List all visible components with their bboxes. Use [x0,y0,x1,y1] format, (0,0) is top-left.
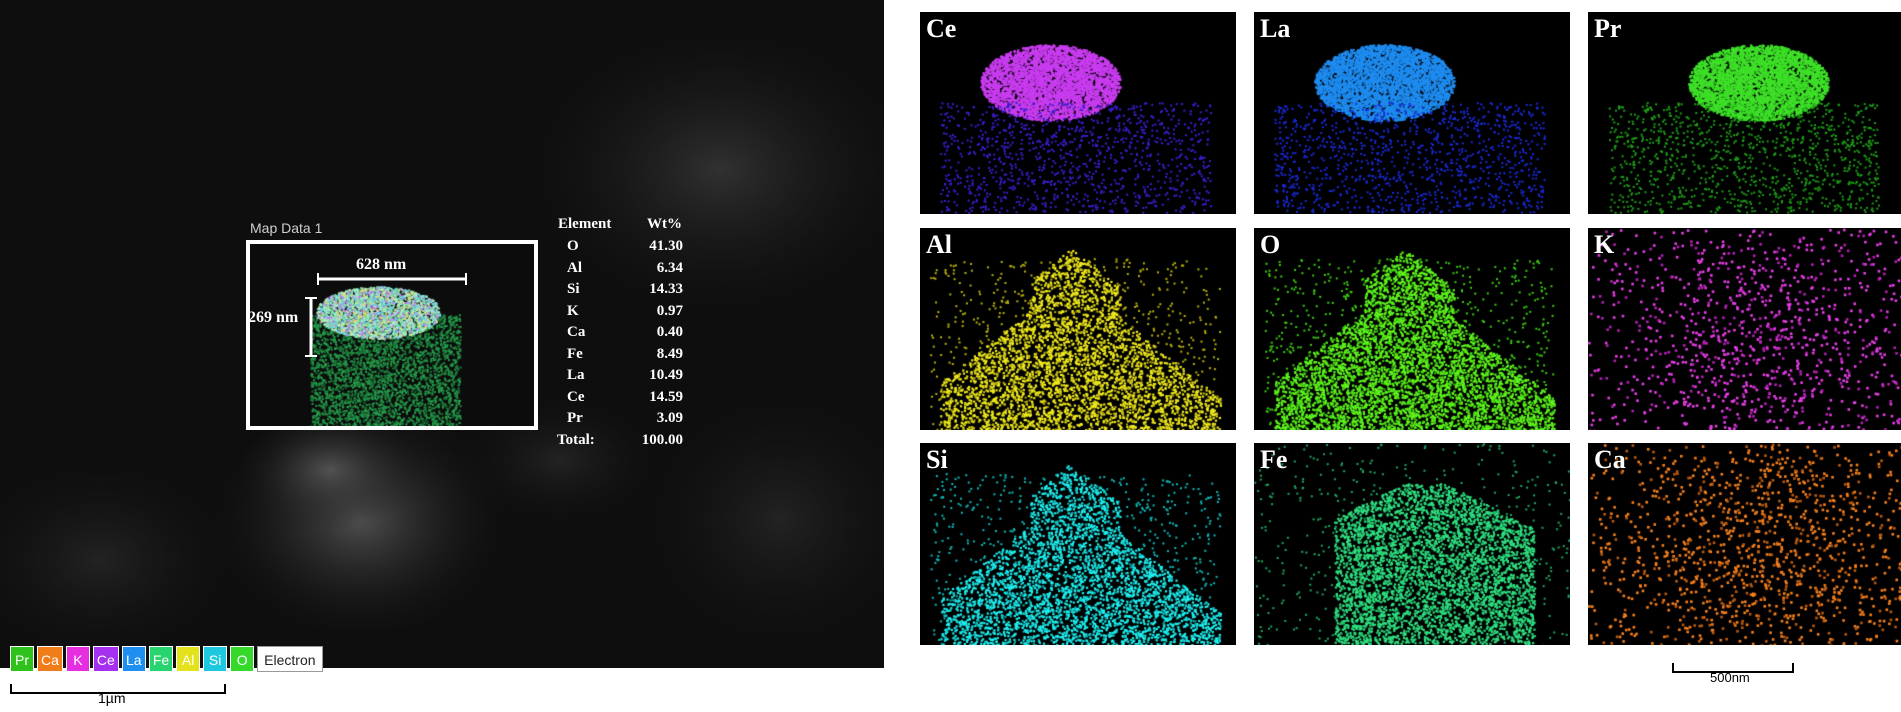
composition-row: Total: 100.00 [557,430,683,452]
element-map-label: Al [926,230,952,259]
element-map-canvas [1588,228,1901,430]
legend-item-pr: Pr [10,646,34,672]
element-map-si: Si [920,443,1236,645]
legend-item-ca: Ca [37,646,63,672]
particle-glow [240,410,420,530]
element-symbol: Fe [567,345,583,362]
element-symbol: O [567,238,579,254]
element-map-k: K [1588,228,1901,430]
inset-composite-map [250,244,534,426]
composition-row: K 0.97 [557,301,683,323]
legend-item-la: La [121,646,146,672]
composition-row: Al 6.34 [557,258,683,280]
sem-background [0,20,884,668]
element-map-label: K [1594,230,1615,259]
legend-item-ce: Ce [92,646,119,672]
element-map-label: Ce [926,14,957,43]
element-column-header: Element [558,215,612,232]
element-wt-percent: 14.59 [649,388,683,405]
composition-row: La 10.49 [557,365,683,387]
element-map-label: Si [926,445,948,474]
element-symbol: Al [567,259,582,276]
element-symbol: Ca [567,324,586,340]
element-symbol: Ce [567,388,585,405]
composition-table: Element Wt% O 41.30 Al 6.34 Si 14.33 K 0.97 Ca 0.… [557,212,683,451]
legend-item-k: K [65,646,90,672]
map-data-label: Map Data 1 [250,220,323,236]
element-map-label: Pr [1594,14,1622,43]
element-map-ce: Ce [920,12,1236,214]
element-symbol: Pr [567,410,583,426]
element-wt-percent: 14.33 [649,281,683,297]
legend-item-fe: Fe [148,646,174,672]
element-wt-percent: 6.34 [656,259,683,276]
element-wt-percent: 3.09 [656,410,683,426]
element-map-label: Fe [1260,445,1288,474]
element-wt-percent: 100.00 [641,431,683,448]
element-map-o: O [1254,228,1570,430]
maps-scale-bar-label: 500nm [1710,670,1750,685]
element-map-canvas [1588,12,1901,214]
element-map-canvas [1254,228,1570,430]
legend-item-o: O [230,646,255,672]
element-map-al: Al [920,228,1236,430]
element-map-canvas [1254,12,1570,214]
element-legend: Pr Ca K Ce La Fe Al Si O Electron [10,646,323,672]
composition-row: Pr 3.09 [557,408,683,430]
element-wt-percent: 0.40 [656,324,683,340]
sem-scale-bar-label: 1µm [98,690,126,706]
element-map-label: Ca [1594,445,1626,474]
map-data-inset [246,240,538,430]
composition-row: Ca 0.40 [557,322,683,344]
background-haze [520,20,884,320]
element-symbol: Total: [557,431,595,448]
element-wt-percent: 41.30 [649,238,683,254]
legend-item-electron: Electron [257,646,323,672]
sem-electron-image: Map Data 1 628 nm 269 nm Element Wt% O 41… [0,0,884,672]
element-map-label: La [1260,14,1291,43]
element-map-label: O [1260,230,1281,259]
maps-scale-bar [1672,663,1794,673]
composition-row: O 41.30 [557,236,683,258]
element-wt-percent: 8.49 [656,345,683,362]
wt-column-header: Wt% [647,215,682,232]
width-annotation: 628 nm [356,256,407,273]
composition-row: Ce 14.59 [557,387,683,409]
element-map-canvas [920,12,1236,214]
element-map-fe: Fe [1254,443,1570,645]
composition-row: Fe 8.49 [557,344,683,366]
element-symbol: Si [567,281,580,297]
background-haze [630,380,884,660]
element-map-canvas [1588,443,1901,645]
element-map-la: La [1254,12,1570,214]
measurement-overlay [305,273,467,357]
element-wt-percent: 10.49 [649,367,683,383]
element-map-canvas [1254,443,1570,645]
composition-row: Si 14.33 [557,279,683,301]
background-haze [0,450,250,668]
sem-scale-bar [10,684,226,694]
element-symbol: K [567,302,579,319]
element-map-canvas [920,228,1236,430]
element-wt-percent: 0.97 [656,302,683,319]
element-map-ca: Ca [1588,443,1901,645]
element-symbol: La [567,367,585,383]
legend-item-al: Al [176,646,201,672]
element-map-canvas [920,443,1236,645]
legend-item-si: Si [203,646,228,672]
element-map-pr: Pr [1588,12,1901,214]
height-annotation: 269 nm [248,309,299,326]
